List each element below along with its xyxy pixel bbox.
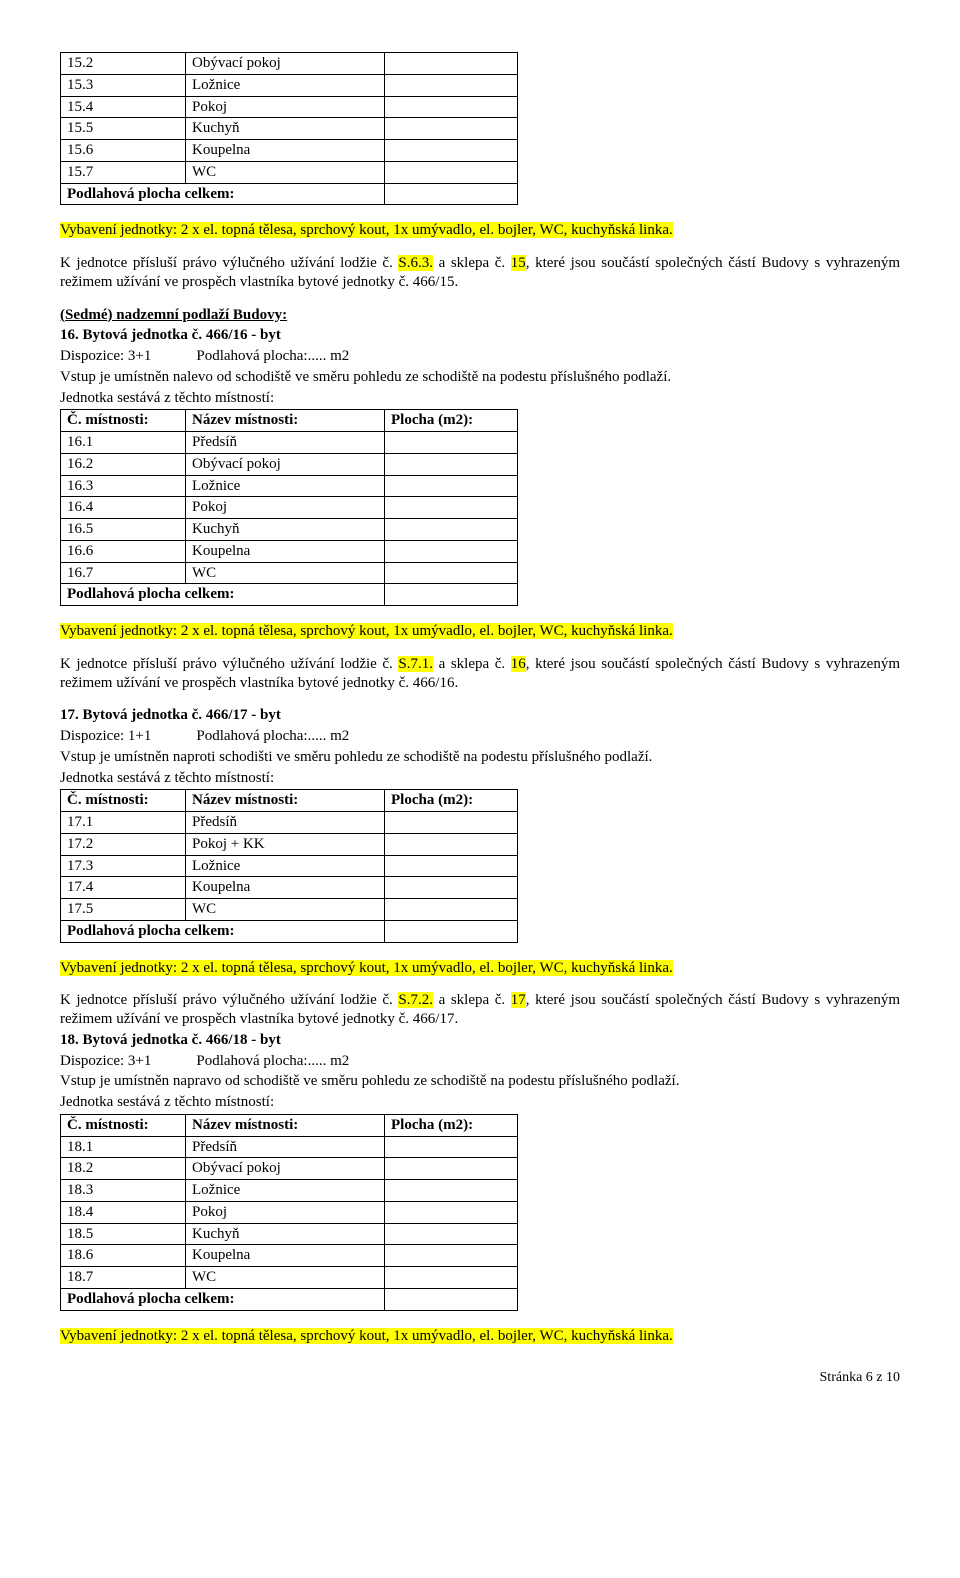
table-row: 17.4Koupelna	[61, 877, 518, 899]
rooms-intro-17: Jednotka sestává z těchto místností:	[60, 769, 900, 788]
table-total-row: Podlahová plocha celkem:	[61, 183, 518, 205]
equipment-line: Vybavení jednotky: 2 x el. topná tělesa,…	[60, 1328, 673, 1344]
unit-18-title: 18. Bytová jednotka č. 466/18 - byt	[60, 1032, 281, 1048]
table-row: 15.6Koupelna	[61, 140, 518, 162]
entry-18: Vstup je umístněn napravo od schodiště v…	[60, 1072, 900, 1091]
table-row: 18.7WC	[61, 1267, 518, 1289]
rights-15: K jednotce přísluší právo výlučného užív…	[60, 254, 900, 292]
table-row: 18.6Koupelna	[61, 1245, 518, 1267]
rooms-intro-18: Jednotka sestává z těchto místností:	[60, 1093, 900, 1112]
table-total-row: Podlahová plocha celkem:	[61, 1288, 518, 1310]
rooms-table-16: Č. místnosti:Název místnosti:Plocha (m2)…	[60, 409, 518, 606]
table-row: 16.1Předsíň	[61, 432, 518, 454]
table-row: 16.6Koupelna	[61, 540, 518, 562]
table-row: 18.4Pokoj	[61, 1201, 518, 1223]
table-row: 17.2Pokoj + KK	[61, 833, 518, 855]
equipment-line: Vybavení jednotky: 2 x el. topná tělesa,…	[60, 623, 673, 639]
table-total-row: Podlahová plocha celkem:	[61, 584, 518, 606]
table-header-row: Č. místnosti:Název místnosti:Plocha (m2)…	[61, 1114, 518, 1136]
unit-16-title: 16. Bytová jednotka č. 466/16 - byt	[60, 327, 281, 343]
rights-17: K jednotce přísluší právo výlučného užív…	[60, 991, 900, 1029]
table-row: 15.5Kuchyň	[61, 118, 518, 140]
table-total-row: Podlahová plocha celkem:	[61, 920, 518, 942]
table-row: 15.7WC	[61, 161, 518, 183]
table-row: 18.1Předsíň	[61, 1136, 518, 1158]
table-header-row: Č. místnosti:Název místnosti:Plocha (m2)…	[61, 410, 518, 432]
table-row: 17.5WC	[61, 899, 518, 921]
table-row: 18.3Ložnice	[61, 1180, 518, 1202]
table-row: 17.1Předsíň	[61, 812, 518, 834]
rights-16: K jednotce přísluší právo výlučného užív…	[60, 655, 900, 693]
equipment-line: Vybavení jednotky: 2 x el. topná tělesa,…	[60, 222, 673, 238]
rooms-table-17: Č. místnosti:Název místnosti:Plocha (m2)…	[60, 789, 518, 942]
table-row: 18.5Kuchyň	[61, 1223, 518, 1245]
table-row: 16.2Obývací pokoj	[61, 453, 518, 475]
equipment-line: Vybavení jednotky: 2 x el. topná tělesa,…	[60, 960, 673, 976]
table-row: 18.2Obývací pokoj	[61, 1158, 518, 1180]
table-row: 15.3Ložnice	[61, 74, 518, 96]
table-row: 15.4Pokoj	[61, 96, 518, 118]
rooms-table-15: 15.2Obývací pokoj15.3Ložnice15.4Pokoj15.…	[60, 52, 518, 205]
table-row: 16.4Pokoj	[61, 497, 518, 519]
unit-17-title: 17. Bytová jednotka č. 466/17 - byt	[60, 707, 281, 723]
entry-17: Vstup je umístněn naproti schodišti ve s…	[60, 748, 900, 767]
table-row: 17.3Ložnice	[61, 855, 518, 877]
page-footer: Stránka 6 z 10	[60, 1369, 900, 1387]
table-row: 16.7WC	[61, 562, 518, 584]
table-row: 15.2Obývací pokoj	[61, 53, 518, 75]
disposition-18: Dispozice: 3+1 Podlahová plocha:..... m2	[60, 1052, 900, 1071]
rooms-intro-16: Jednotka sestává z těchto místností:	[60, 389, 900, 408]
table-row: 16.3Ložnice	[61, 475, 518, 497]
floor-7-title: (Sedmé) nadzemní podlaží Budovy:	[60, 307, 287, 323]
table-row: 16.5Kuchyň	[61, 519, 518, 541]
table-header-row: Č. místnosti:Název místnosti:Plocha (m2)…	[61, 790, 518, 812]
disposition-16: Dispozice: 3+1 Podlahová plocha:..... m2	[60, 347, 900, 366]
disposition-17: Dispozice: 1+1 Podlahová plocha:..... m2	[60, 727, 900, 746]
rooms-table-18: Č. místnosti:Název místnosti:Plocha (m2)…	[60, 1114, 518, 1311]
entry-16: Vstup je umístněn nalevo od schodiště ve…	[60, 368, 900, 387]
